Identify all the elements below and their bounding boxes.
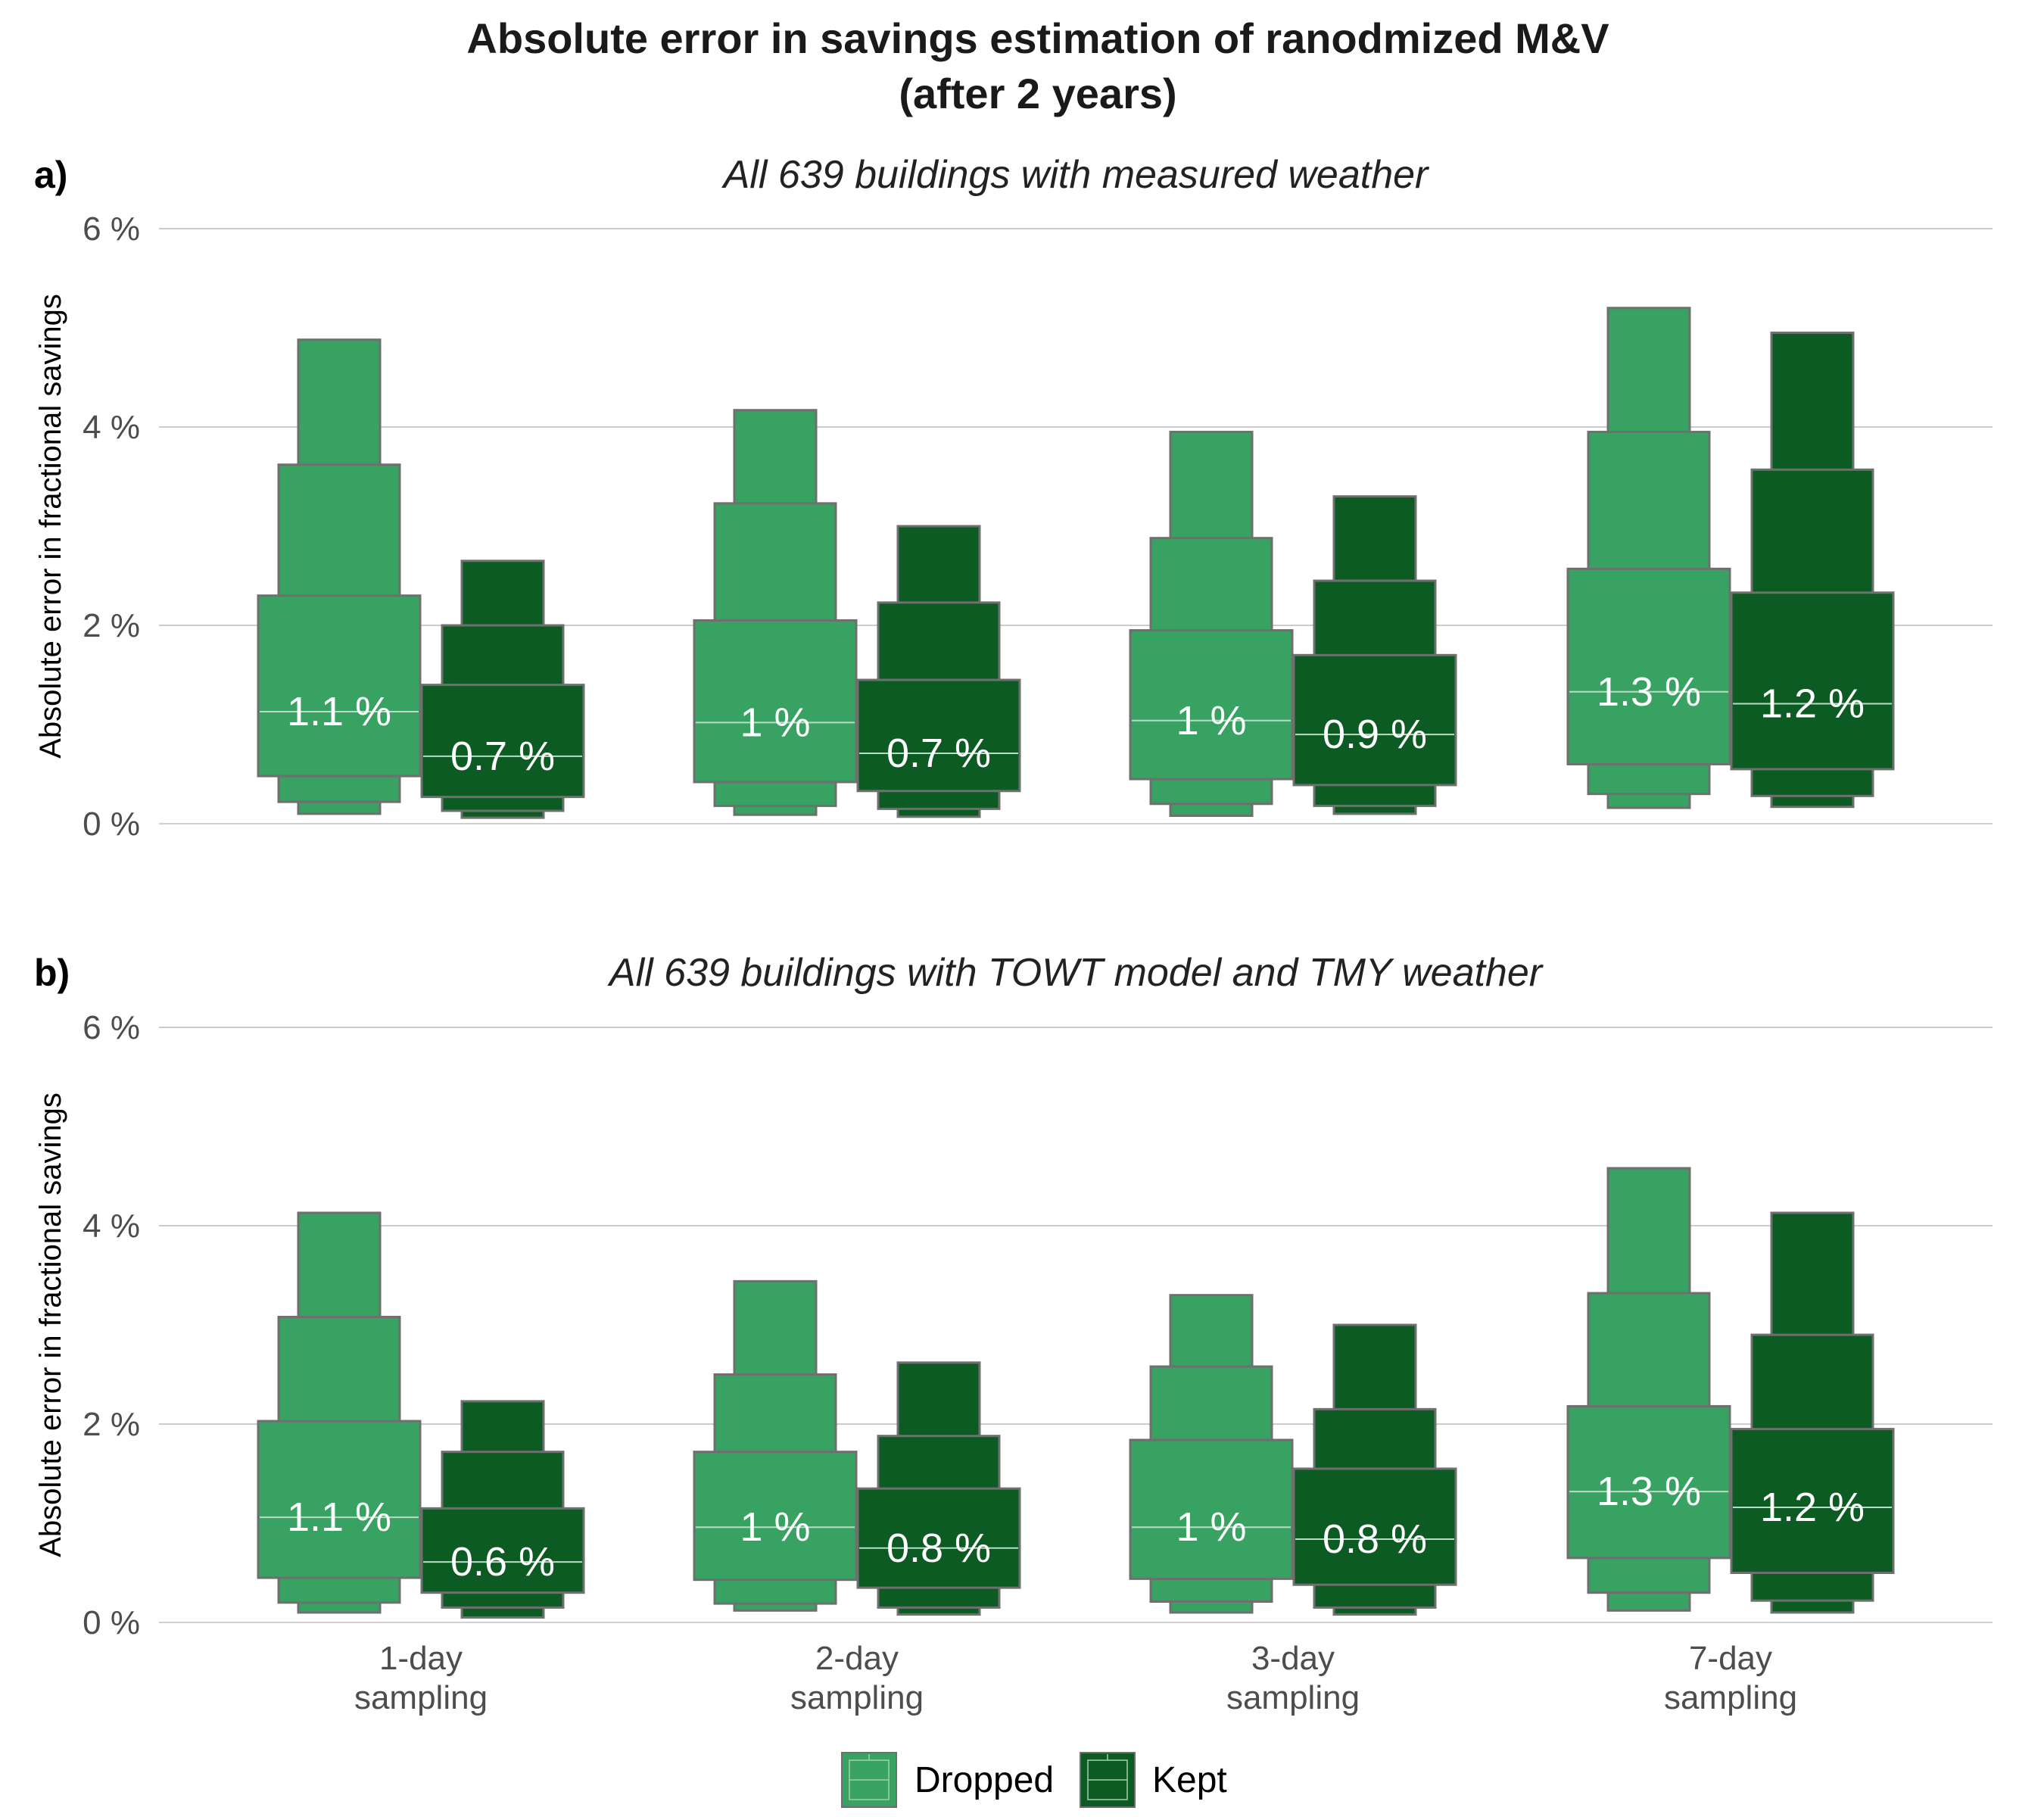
y-axis-title: Absolute error in fractional savings <box>34 294 67 759</box>
legend-label: Kept <box>1152 1760 1227 1800</box>
panels: a) All 639 buildings with measured weathe… <box>34 153 1993 1641</box>
median-label: 1 % <box>1176 698 1246 743</box>
median-label: 0.7 % <box>886 731 991 776</box>
chart-title-line1: Absolute error in savings estimation of … <box>466 14 1609 62</box>
median-label: 1 % <box>740 1504 810 1550</box>
median-label: 0.7 % <box>450 734 555 779</box>
median-label: 1.2 % <box>1760 1485 1865 1530</box>
legend-label: Dropped <box>915 1760 1054 1800</box>
x-tick-label: 7-day sampling <box>1664 1640 1797 1716</box>
median-label: 0.6 % <box>450 1539 555 1585</box>
median-label: 1.1 % <box>287 1494 391 1540</box>
box-level-1 <box>257 1420 422 1579</box>
box-level-1 <box>1129 1438 1294 1580</box>
chart-title-line2: (after 2 years) <box>899 70 1176 117</box>
y-tick-label: 2 % <box>83 607 140 644</box>
letter-value-box: 1.1 % <box>257 338 422 815</box>
panel-tag: a) <box>34 154 67 196</box>
series-dropped: 1.1 % 1 % 1 % 1.3 % <box>257 307 1731 818</box>
y-tick-label: 6 % <box>83 210 140 248</box>
legend-item-dropped: Dropped <box>841 1752 1054 1808</box>
legend: Dropped Kept <box>841 1752 1227 1808</box>
box-level-1 <box>693 1451 858 1582</box>
letter-value-box: 1.2 % <box>1730 332 1895 809</box>
median-label: 1.1 % <box>287 689 391 734</box>
box-level-1 <box>1730 1428 1895 1575</box>
panel-subtitle: All 639 buildings with TOWT model and TM… <box>607 951 1544 995</box>
panel-subtitle: All 639 buildings with measured weather <box>721 153 1430 197</box>
median-label: 1.3 % <box>1597 1469 1701 1514</box>
letter-value-box: 0.8 % <box>856 1361 1021 1616</box>
letter-value-box: 1.1 % <box>257 1211 422 1614</box>
x-tick-label: 1-day sampling <box>354 1640 488 1716</box>
series-kept: 0.6 % 0.8 % 0.8 % 1.2 % <box>420 1211 1895 1619</box>
x-tick-label: 2-day sampling <box>790 1640 924 1716</box>
box-level-1 <box>1292 1467 1457 1586</box>
letter-value-box: 1 % <box>693 409 858 816</box>
box-level-1 <box>1566 567 1731 765</box>
letter-value-box: 1 % <box>1129 1294 1294 1614</box>
series-dropped: 1.1 % 1 % 1 % 1.3 % <box>257 1167 1731 1614</box>
gridlines: 0 % 2 % 4 % 6 % <box>83 210 1993 843</box>
median-label: 0.8 % <box>1323 1516 1427 1562</box>
box-level-1 <box>420 684 585 799</box>
median-label: 1 % <box>1176 1504 1246 1550</box>
median-label: 1 % <box>740 700 810 745</box>
y-tick-label: 6 % <box>83 1009 140 1046</box>
box-level-1 <box>856 1487 1021 1589</box>
box-level-1 <box>1730 591 1895 771</box>
y-tick-label: 0 % <box>83 1604 140 1641</box>
panel-a: a) All 639 buildings with measured weathe… <box>34 153 1993 843</box>
letter-value-box: 1 % <box>1129 431 1294 818</box>
y-tick-label: 2 % <box>83 1406 140 1443</box>
box-level-1 <box>257 594 422 778</box>
median-label: 1.2 % <box>1760 681 1865 726</box>
median-label: 0.9 % <box>1323 712 1427 757</box>
y-tick-label: 0 % <box>83 806 140 843</box>
letter-value-box: 0.6 % <box>420 1400 585 1619</box>
y-axis-title: Absolute error in fractional savings <box>34 1092 67 1557</box>
y-tick-label: 4 % <box>83 1208 140 1245</box>
box-level-1 <box>856 678 1021 793</box>
letter-value-box: 1.3 % <box>1566 1167 1731 1612</box>
letter-value-box: 1.3 % <box>1566 307 1731 809</box>
x-axis: 1-day sampling 2-day sampling 3-day sampling 7… <box>354 1640 1797 1716</box>
box-level-1 <box>1292 653 1457 787</box>
panel-b: b) All 639 buildings with TOWT model and … <box>34 951 1993 1641</box>
legend-item-kept: Kept <box>1080 1752 1227 1808</box>
letter-value-box: 0.8 % <box>1292 1323 1457 1616</box>
letter-value-box: 0.7 % <box>420 559 585 819</box>
letter-value-box: 0.9 % <box>1292 495 1457 815</box>
x-tick-label: 3-day sampling <box>1226 1640 1360 1716</box>
median-label: 0.8 % <box>886 1526 991 1571</box>
letter-value-box: 0.7 % <box>856 525 1021 818</box>
letter-value-box: 1.2 % <box>1730 1211 1895 1614</box>
box-level-1 <box>1566 1404 1731 1560</box>
series-kept: 0.7 % 0.7 % 0.9 % 1.2 % <box>420 332 1895 819</box>
panel-tag: b) <box>34 952 70 994</box>
box-level-1 <box>1129 629 1294 781</box>
letter-value-box: 1 % <box>693 1279 858 1612</box>
box-level-1 <box>693 619 858 784</box>
median-label: 1.3 % <box>1597 669 1701 715</box>
box-level-1 <box>420 1507 585 1594</box>
y-tick-label: 4 % <box>83 409 140 446</box>
